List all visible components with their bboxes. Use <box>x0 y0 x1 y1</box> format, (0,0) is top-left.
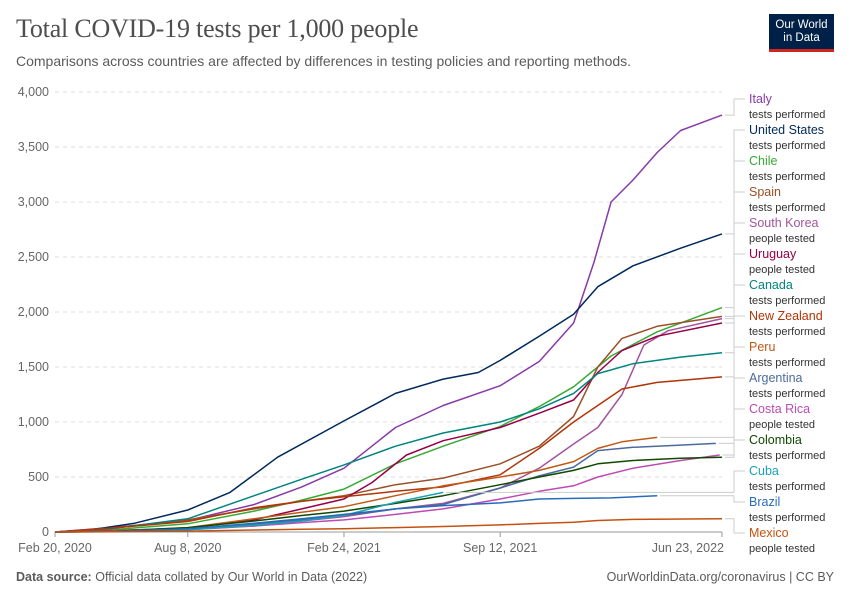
legend-series-note: tests performed <box>749 450 825 462</box>
series-line <box>54 114 723 533</box>
legend-series-name: Cuba <box>749 464 779 478</box>
legend-series-note: tests performed <box>749 202 825 214</box>
legend-series-note: people tested <box>749 419 815 431</box>
legend-series-note: tests performed <box>749 357 825 369</box>
legend-series-name: Brazil <box>749 495 780 509</box>
data-source-label: Data source: <box>16 570 92 584</box>
legend-series-name: South Korea <box>749 216 819 230</box>
owid-logo[interactable]: Our World in Data <box>769 14 834 52</box>
x-tick-label: Sep 12, 2021 <box>463 541 537 555</box>
legend-series-note: tests performed <box>749 326 825 338</box>
legend-series-name: Peru <box>749 340 775 354</box>
legend-series-name: Chile <box>749 154 778 168</box>
y-tick-label: 1,500 <box>18 360 49 374</box>
legend-connector <box>725 439 745 458</box>
legend-connector <box>725 222 745 320</box>
legend-connector <box>725 98 745 116</box>
y-tick-label: 1,000 <box>18 415 49 429</box>
chart-title: Total COVID-19 tests per 1,000 people <box>16 14 419 43</box>
series-line <box>54 315 723 533</box>
y-tick-label: 0 <box>42 525 49 539</box>
legend-connector <box>725 315 745 378</box>
logo-line-1: Our World <box>775 19 828 31</box>
legend-series-name: New Zealand <box>749 309 823 323</box>
legend-connector <box>725 253 745 324</box>
legend-series-name: Mexico <box>749 526 789 540</box>
legend-series-note: tests performed <box>749 295 825 307</box>
legend-series-note: tests performed <box>749 481 825 493</box>
footer-url[interactable]: OurWorldinData.org/coronavirus | CC BY <box>606 570 834 584</box>
data-source-text: Official data collated by Our World in D… <box>95 570 368 584</box>
legend-connector <box>725 129 745 235</box>
legend-connector <box>660 495 745 503</box>
y-tick-label: 3,500 <box>18 140 49 154</box>
legend-connector <box>660 346 745 438</box>
x-tick-label: Feb 24, 2021 <box>307 541 381 555</box>
series-line <box>54 351 723 533</box>
legend-series-note: tests performed <box>749 388 825 400</box>
series-line <box>54 456 723 533</box>
legend-series-name: Italy <box>749 92 773 106</box>
x-tick-label: Feb 20, 2020 <box>18 541 92 555</box>
series-line <box>54 322 723 533</box>
series-line <box>54 376 723 533</box>
legend-connector <box>725 518 745 534</box>
legend-series-name: Colombia <box>749 433 802 447</box>
y-tick-label: 500 <box>28 470 49 484</box>
logo-line-2: in Data <box>783 32 820 44</box>
legend-connector <box>722 408 745 456</box>
series-line <box>54 233 723 533</box>
y-tick-label: 2,000 <box>18 305 49 319</box>
data-source: Data source: Official data collated by O… <box>16 570 367 584</box>
y-tick-label: 4,000 <box>18 85 49 99</box>
series-line <box>54 518 723 533</box>
legend-series-name: Argentina <box>749 371 803 385</box>
legend-series-note: tests performed <box>749 512 825 524</box>
legend-series-note: tests performed <box>749 109 825 121</box>
legend-series-note: people tested <box>749 543 815 555</box>
legend-connector <box>446 470 745 493</box>
legend-series-note: tests performed <box>749 171 825 183</box>
y-tick-label: 2,500 <box>18 250 49 264</box>
legend-series-name: Costa Rica <box>749 402 810 416</box>
legend-connector <box>718 377 745 444</box>
series-line <box>54 436 658 533</box>
legend-series-note: people tested <box>749 233 815 245</box>
legend-series-name: United States <box>749 123 824 137</box>
legend-series-note: tests performed <box>749 140 825 152</box>
series-line <box>54 306 723 533</box>
series-line <box>54 494 658 533</box>
x-tick-label: Aug 8, 2020 <box>154 541 221 555</box>
legend-series-name: Uruguay <box>749 247 797 261</box>
chart-subtitle: Comparisons across countries are affecte… <box>16 53 632 69</box>
legend-series-note: people tested <box>749 264 815 276</box>
legend-series-name: Canada <box>749 278 793 292</box>
y-tick-label: 3,000 <box>18 195 49 209</box>
x-tick-label: Jun 23, 2022 <box>652 541 724 555</box>
legend-series-name: Spain <box>749 185 781 199</box>
